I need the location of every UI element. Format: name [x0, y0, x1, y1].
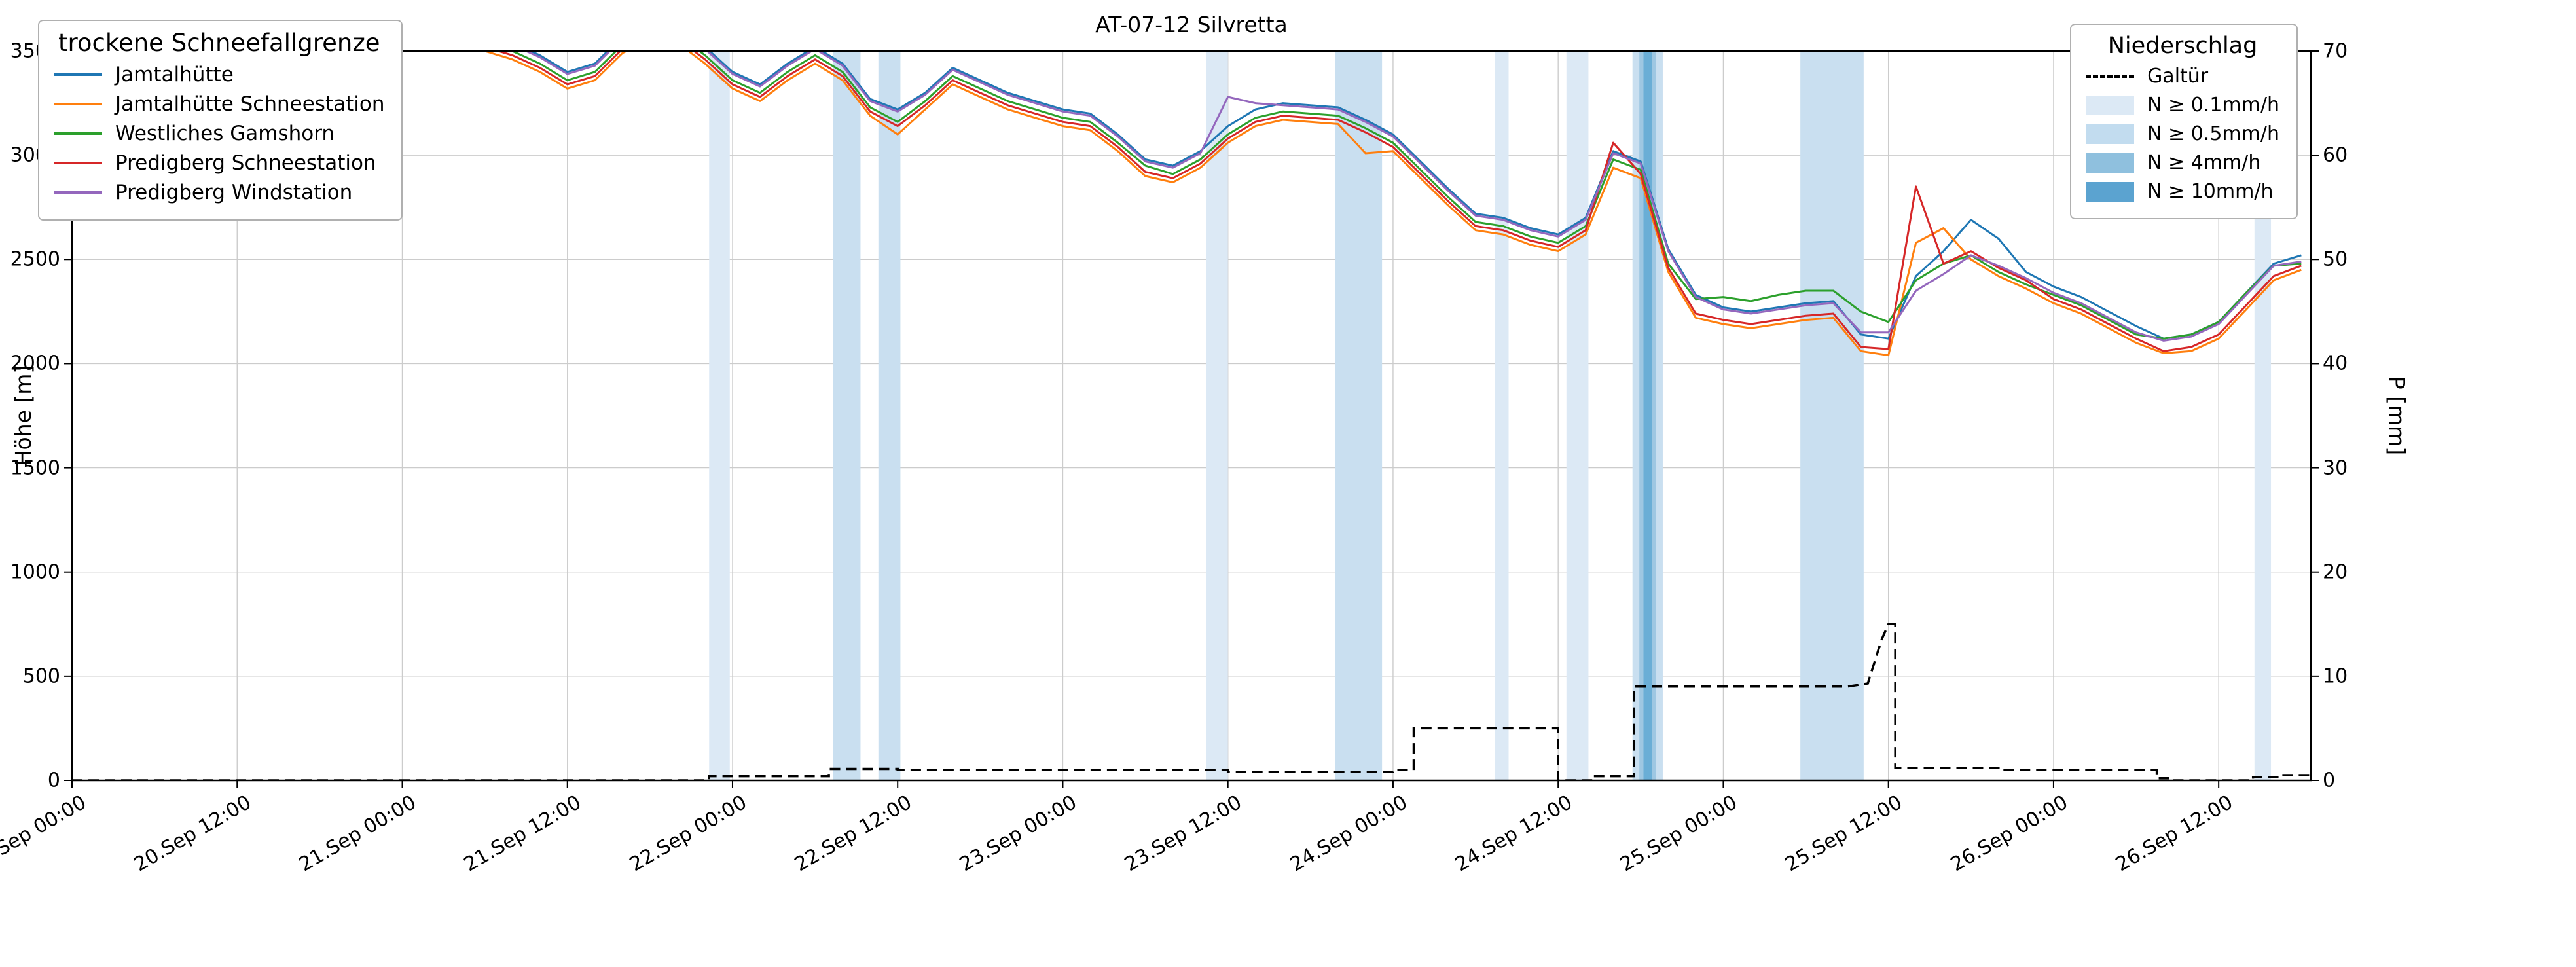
y-axis-right-ticks: 70 60 50 40 30 20 10 0	[2323, 0, 2382, 967]
y-right-tick-label: 60	[2323, 143, 2348, 167]
legend-entry-label: Westliches Gamshorn	[115, 122, 335, 145]
precip-band	[1495, 51, 1509, 780]
legend-entry-label: Predigberg Windstation	[115, 181, 353, 204]
legend-entry-label: Predigberg Schneestation	[115, 151, 376, 175]
legend-entry-label: Jamtalhütte	[115, 63, 234, 86]
series-line-2	[72, 51, 2302, 340]
line-swatch-icon	[54, 162, 102, 164]
y-left-tick-label: 0	[47, 769, 60, 792]
legend-snowline: trockene Schneefallgrenze Jamtalhütte Ja…	[38, 20, 403, 221]
legend-precip: Niederschlag Galtür N ≥ 0.1mm/h N ≥ 0.5m…	[2070, 24, 2298, 219]
series-line-3	[72, 51, 2302, 352]
legend-entry-precip-3: N ≥ 10mm/h	[2086, 180, 2279, 203]
y-right-tick-label: 50	[2323, 247, 2348, 271]
legend-entry-series-0: Jamtalhütte	[54, 63, 384, 86]
legend-entry-galtuer: Galtür	[2086, 65, 2279, 88]
y-right-tick-label: 0	[2323, 769, 2336, 792]
legend-entry-label: N ≥ 0.1mm/h	[2147, 94, 2279, 117]
y-left-tick-label: 1000	[10, 560, 60, 584]
y-left-tick-label: 500	[22, 665, 60, 688]
legend-entry-label: N ≥ 0.5mm/h	[2147, 122, 2279, 145]
y-left-tick-label: 2500	[10, 247, 60, 271]
y-right-tick-label: 20	[2323, 560, 2348, 584]
patch-swatch-icon	[2086, 95, 2135, 115]
y-left-tick-label: 2000	[10, 352, 60, 375]
legend-entry-series-4: Predigberg Windstation	[54, 181, 384, 204]
precip-band	[833, 51, 861, 780]
y-axis-right-label: P [mm]	[2384, 376, 2410, 456]
y-right-tick-label: 10	[2323, 665, 2348, 688]
y-left-tick-label: 1500	[10, 456, 60, 480]
legend-entry-precip-1: N ≥ 0.5mm/h	[2086, 122, 2279, 145]
patch-swatch-icon	[2086, 153, 2135, 173]
legend-entry-label: N ≥ 10mm/h	[2147, 180, 2274, 203]
precip-band	[1335, 51, 1383, 780]
galtuer-precip-line	[72, 623, 2311, 780]
legend-entry-series-1: Jamtalhütte Schneestation	[54, 92, 384, 116]
legend-precip-title: Niederschlag	[2107, 33, 2258, 59]
legend-snowline-title: trockene Schneefallgrenze	[58, 29, 380, 57]
precip-band	[1206, 51, 1228, 780]
precip-band	[1566, 51, 1589, 780]
series-line-0	[72, 51, 2302, 340]
precip-band	[709, 51, 730, 780]
legend-entry-precip-0: N ≥ 0.1mm/h	[2086, 94, 2279, 117]
dashed-line-swatch-icon	[2086, 75, 2135, 78]
legend-entry-series-2: Westliches Gamshorn	[54, 122, 384, 145]
y-right-tick-label: 70	[2323, 39, 2348, 63]
line-swatch-icon	[54, 191, 102, 194]
series-line-1	[72, 51, 2302, 357]
patch-swatch-icon	[2086, 181, 2135, 202]
chart-title: AT-07-12 Silvretta	[1095, 12, 1288, 37]
legend-entry-label: Jamtalhütte Schneestation	[115, 92, 385, 116]
line-swatch-icon	[54, 73, 102, 76]
legend-entry-precip-2: N ≥ 4mm/h	[2086, 151, 2279, 174]
line-swatch-icon	[54, 103, 102, 105]
legend-entry-label: N ≥ 4mm/h	[2147, 151, 2261, 174]
y-right-tick-label: 40	[2323, 352, 2348, 375]
precip-band	[878, 51, 901, 780]
series-line-4	[72, 51, 2302, 342]
patch-swatch-icon	[2086, 124, 2135, 144]
line-swatch-icon	[54, 132, 102, 135]
precip-band	[1643, 51, 1652, 780]
precip-band	[1800, 51, 1864, 780]
legend-entry-label: Galtür	[2147, 65, 2209, 88]
legend-entry-series-3: Predigberg Schneestation	[54, 151, 384, 175]
y-right-tick-label: 30	[2323, 456, 2348, 480]
